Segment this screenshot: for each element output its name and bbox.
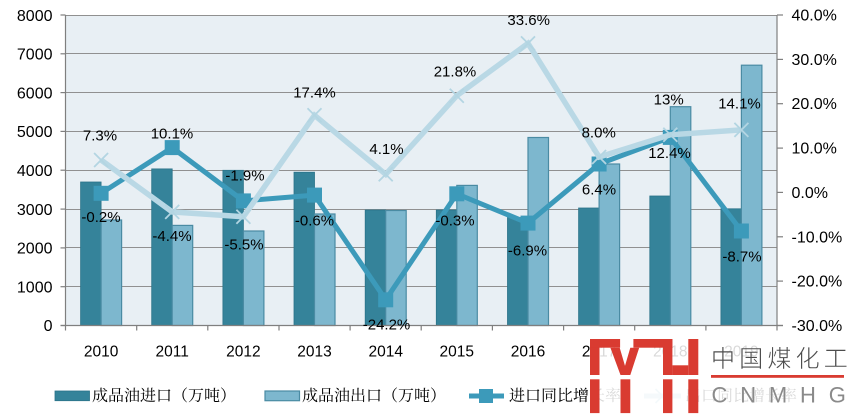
svg-text:-30.0%: -30.0% (792, 318, 843, 335)
svg-text:8000: 8000 (17, 8, 53, 25)
svg-text:2010: 2010 (84, 343, 119, 360)
svg-text:30.0%: 30.0% (792, 52, 837, 69)
svg-text:4000: 4000 (17, 163, 53, 180)
svg-text:-6.9%: -6.9% (508, 242, 547, 259)
svg-text:-0.3%: -0.3% (435, 212, 474, 229)
svg-text:10.0%: 10.0% (792, 141, 837, 158)
svg-text:2000: 2000 (17, 241, 53, 258)
svg-text:17.4%: 17.4% (293, 84, 336, 101)
svg-text:5000: 5000 (17, 124, 53, 141)
svg-text:-20.0%: -20.0% (792, 274, 843, 291)
svg-text:-5.5%: -5.5% (224, 236, 263, 253)
svg-text:4.1%: 4.1% (369, 141, 403, 158)
svg-text:-10.0%: -10.0% (792, 229, 843, 246)
svg-text:0: 0 (44, 318, 53, 335)
svg-text:2015: 2015 (440, 343, 474, 360)
svg-text:2013: 2013 (297, 343, 331, 360)
svg-text:-4.4%: -4.4% (152, 228, 191, 245)
svg-text:-24.2%: -24.2% (363, 316, 411, 333)
svg-text:20.0%: 20.0% (792, 96, 837, 113)
svg-text:2011: 2011 (156, 343, 189, 360)
svg-text:12.4%: 12.4% (648, 145, 691, 162)
svg-text:13%: 13% (654, 91, 684, 108)
svg-text:2016: 2016 (511, 343, 545, 360)
svg-text:1000: 1000 (17, 279, 53, 296)
svg-text:10.1%: 10.1% (151, 125, 194, 142)
svg-text:33.6%: 33.6% (507, 12, 550, 29)
svg-text:14.1%: 14.1% (718, 95, 761, 112)
svg-text:3000: 3000 (17, 202, 53, 219)
svg-text:21.8%: 21.8% (434, 63, 477, 80)
svg-text:40.0%: 40.0% (792, 8, 837, 25)
svg-text:-8.7%: -8.7% (722, 248, 761, 265)
svg-text:2012: 2012 (226, 343, 260, 360)
svg-text:6.4%: 6.4% (582, 181, 616, 198)
svg-text:-0.6%: -0.6% (295, 212, 334, 229)
svg-text:2014: 2014 (368, 343, 403, 360)
svg-text:-0.2%: -0.2% (81, 209, 120, 226)
svg-text:-1.9%: -1.9% (225, 167, 264, 184)
svg-text:6000: 6000 (17, 85, 53, 102)
svg-text:7.3%: 7.3% (83, 127, 117, 144)
svg-text:7000: 7000 (17, 47, 53, 64)
svg-text:8.0%: 8.0% (582, 124, 616, 141)
svg-text:0.0%: 0.0% (792, 185, 828, 202)
svg-text:CNMHG: CNMHG (712, 383, 850, 408)
